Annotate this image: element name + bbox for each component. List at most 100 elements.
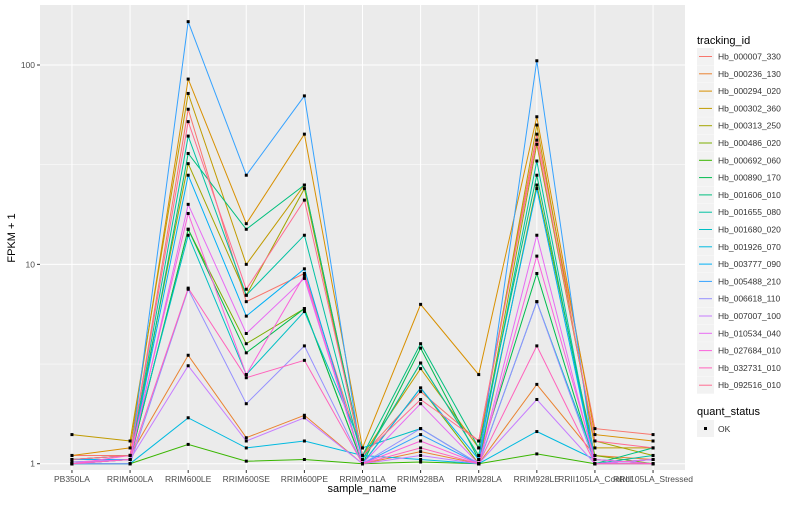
data-point [186,202,190,206]
data-point [186,120,190,124]
data-point [244,376,248,380]
data-point [535,187,539,191]
data-point [535,115,539,119]
x-tick-label: RRIM600PE [281,474,329,484]
data-point [186,162,190,166]
data-point [186,353,190,357]
data-point [302,267,306,271]
point-legend-symbol [704,427,707,430]
data-point [244,331,248,335]
legend-title: tracking_id [697,35,750,47]
data-point [593,446,597,450]
data-point [244,436,248,440]
data-point [70,462,74,466]
data-point [535,123,539,127]
data-point [419,446,423,450]
data-point [128,462,132,466]
data-point [651,446,655,450]
data-point [244,351,248,355]
data-point [477,373,481,377]
data-point [419,427,423,431]
legend-label: Hb_000294_020 [718,86,781,96]
legend-label: Hb_000236_130 [718,69,781,79]
data-point [70,453,74,457]
data-point [535,132,539,136]
data-point [244,446,248,450]
data-point [593,462,597,466]
y-axis-label: FPKM + 1 [6,213,18,262]
data-point [651,462,655,466]
data-point [593,457,597,461]
data-point [186,286,190,290]
data-point [244,300,248,304]
data-point [302,276,306,280]
data-point [128,457,132,461]
legend-label: Hb_000486_020 [718,138,781,148]
data-point [70,433,74,437]
data-point [244,439,248,443]
data-point [361,446,364,450]
x-tick-label: RRII105LA_Control [558,474,632,484]
data-point [419,402,423,406]
data-point [186,134,190,138]
data-point [70,457,74,461]
data-point [186,20,190,24]
data-point [186,77,190,81]
data-point [535,138,539,142]
data-point [128,453,132,457]
data-point [651,433,655,437]
data-point [419,342,423,346]
data-point [186,211,190,215]
data-point [186,227,190,231]
data-point [302,271,306,275]
y-tick-label: 10 [26,259,36,269]
data-point [244,287,248,291]
data-point [477,462,481,466]
legend: tracking_id Hb_000007_330 Hb_000236_130 Hb… [697,35,781,437]
data-point [419,433,423,437]
data-point [593,427,597,431]
x-tick-label: RRIM600LE [165,474,212,484]
data-point [593,433,597,437]
data-point [128,446,132,450]
legend-label: Hb_027684_010 [718,346,781,356]
data-point [535,142,539,146]
legend-label: Hb_007007_100 [718,311,781,321]
data-point [535,397,539,401]
data-point [186,442,190,446]
x-tick-label: RRIM600SE [223,474,271,484]
data-point [186,91,190,95]
data-point [535,233,539,237]
data-point [186,107,190,111]
data-point [535,254,539,258]
data-point [302,457,306,461]
x-tick-label: RRIM928BA [397,474,445,484]
data-point [244,222,248,226]
data-point [70,460,74,464]
x-tick-label: RRIM928LE [514,474,561,484]
x-tick-label: RRII105LA_Stressed [613,474,693,484]
data-point [361,457,364,461]
data-point [302,358,306,362]
data-point [419,367,423,371]
data-point [419,439,423,443]
data-point [419,450,423,454]
data-point [535,183,539,187]
legend-label: Hb_005488_210 [718,276,781,286]
legend-label: Hb_032731_010 [718,363,781,373]
data-point [535,271,539,275]
data-point [302,187,306,191]
data-point [302,416,306,420]
data-point [302,132,306,136]
data-point [244,314,248,318]
data-point [593,439,597,443]
data-point [419,386,423,390]
data-point [302,344,306,348]
data-point [535,452,539,456]
y-tick-label: 100 [21,60,35,70]
data-point [419,346,423,350]
data-point [302,310,306,314]
data-point [535,382,539,386]
point-legend-title: quant_status [697,406,760,418]
